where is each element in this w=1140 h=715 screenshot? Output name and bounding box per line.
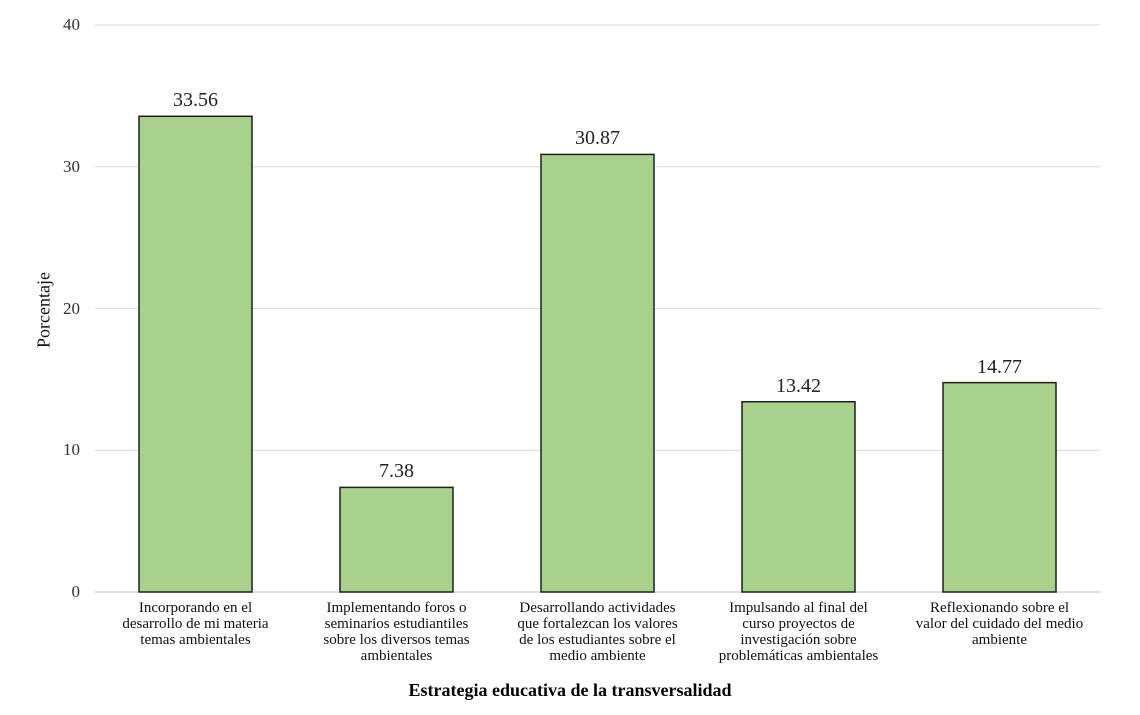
x-category-label: Implementando foros o seminarios estudian… — [297, 600, 497, 664]
bar-value-label: 14.77 — [977, 355, 1022, 378]
bar-value-label: 30.87 — [575, 127, 620, 150]
x-category-label-line: temas ambientales — [140, 632, 251, 648]
y-tick-label: 10 — [63, 440, 80, 460]
x-category-label-line: de los estudiantes sobre el — [519, 632, 676, 648]
x-category-label-line: desarrollo de mi materia — [122, 616, 269, 632]
x-category-label-line: Desarrollando actividades — [519, 600, 676, 616]
x-category-label-line: medio ambiente — [549, 648, 646, 664]
x-category-label-line: que fortalezcan los valores — [517, 616, 678, 632]
x-category-label-line: seminarios estudiantiles — [324, 616, 469, 632]
x-category-label-line: Incorporando en el — [138, 600, 253, 616]
bar-value-label: 33.56 — [173, 89, 218, 112]
x-category-label-line: Reflexionando sobre el — [929, 600, 1070, 616]
y-tick-label: 30 — [63, 156, 80, 176]
x-category-label: Incorporando en el desarrollo de mi mater… — [96, 600, 296, 648]
x-category-label-line: Impulsando al final del — [729, 600, 868, 616]
x-axis-label: Estrategia educativa de la transversalid… — [408, 680, 732, 700]
bar — [741, 401, 856, 593]
x-category-label-line: ambientales — [360, 648, 433, 664]
bar — [339, 486, 454, 593]
bar — [138, 115, 253, 593]
x-category-label-line: problemáticas ambientales — [718, 648, 879, 664]
x-category-label-line: valor del cuidado del medio — [915, 616, 1084, 632]
y-tick-label: 40 — [63, 15, 80, 34]
x-category-label-line: sobre los diversos temas — [323, 632, 470, 648]
bar — [942, 381, 1057, 593]
x-category-label-line: investigación sobre — [740, 632, 857, 648]
bar-value-label: 7.38 — [379, 460, 414, 483]
x-category-label-line: curso proyectos de — [742, 616, 855, 632]
x-category-label-line: Implementando foros o — [326, 600, 467, 616]
x-category-label-line: ambiente — [972, 632, 1027, 648]
x-category-label: Reflexionando sobre el valor del cuidado … — [900, 600, 1100, 648]
x-category-label: Impulsando al final del curso proyectos d… — [699, 600, 899, 664]
bar-value-label: 13.42 — [776, 374, 821, 397]
y-tick-label: 0 — [71, 582, 81, 601]
y-tick-label: 20 — [63, 298, 80, 318]
bar — [540, 153, 655, 593]
x-category-label: Desarrollando actividades que fortalezcan… — [498, 600, 698, 664]
